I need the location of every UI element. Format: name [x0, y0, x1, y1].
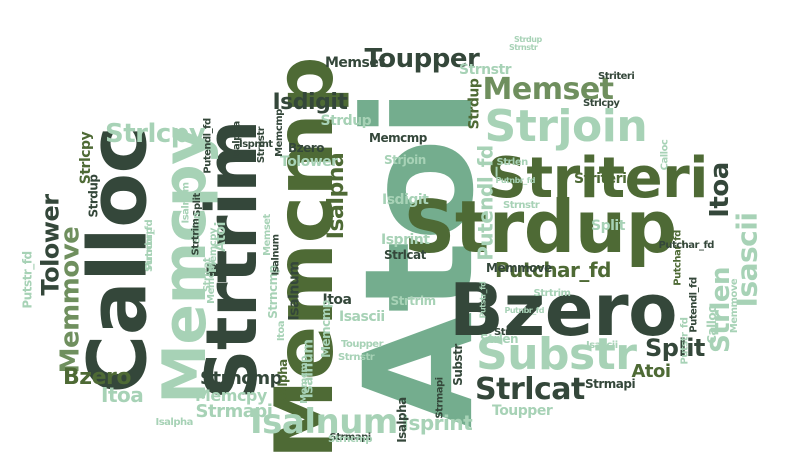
word-strncmp: Strncmp — [328, 434, 373, 445]
word-substr: Substr — [476, 329, 637, 380]
word-isalpha: Isalpha — [394, 397, 409, 443]
word-memmove: Memmove — [486, 261, 552, 275]
word-strlcpy: Strlcpy — [583, 98, 620, 109]
word-itoa: Itoa — [276, 320, 288, 342]
word-isalpha: Isalpha — [155, 417, 194, 428]
word-isdigit: Isdigit — [382, 192, 429, 208]
word-split: Split — [645, 334, 705, 362]
word-strlcat: Strlcat — [384, 248, 426, 262]
word-strdup: Strdup — [514, 35, 542, 44]
word-calloc: Calloc — [658, 139, 670, 171]
word-strdup: Strdup — [320, 113, 372, 129]
word-isdigit: Isdigit — [272, 90, 348, 115]
word-striteri: Striteri — [598, 71, 635, 82]
word-memset: Memset — [325, 55, 385, 71]
word-atoi: Atoi — [631, 361, 672, 382]
word-isalnum: Isalnum — [285, 261, 302, 321]
word-memcmp: Memcmp — [318, 300, 333, 358]
word-putendl-fd: Putendl_fd — [688, 277, 700, 333]
word-strtrim: Strtrim — [533, 288, 571, 299]
word-strncmp: Strncmp — [144, 227, 156, 273]
word-isascii: Isascii — [339, 309, 385, 325]
word-bzero: Bzero — [449, 268, 678, 352]
word-isascii: Isascii — [586, 340, 618, 351]
word-strlcat: Strlcat — [475, 372, 585, 407]
word-strnstr: Strnstr — [509, 43, 538, 52]
word-strnstr: Strnstr — [338, 352, 375, 363]
word-strjoin: Strjoin — [384, 153, 426, 167]
word-strdup: Strdup — [403, 185, 678, 269]
word-strlen: Strlen — [496, 157, 529, 168]
word-putstr-fd: Putstr_fd — [20, 251, 35, 309]
word-toupper: Toupper — [364, 44, 480, 74]
word-toupper: Toupper — [492, 403, 553, 419]
word-strjoin: Strjoin — [484, 101, 648, 152]
word-memcpy: Memcpy — [195, 386, 267, 405]
word-putchar-fd: Putchar_fd — [658, 240, 715, 251]
word-strtrim: Strtrim — [390, 294, 437, 308]
word-calloc: Calloc — [704, 306, 719, 344]
word-putstr-fd: Putstr_fd — [477, 281, 487, 319]
word-strlcpy: Strlcpy — [105, 119, 206, 149]
word-strnstr: Strnstr — [459, 62, 512, 78]
word-memmove: Memmove — [729, 278, 741, 334]
word-isprint: Isprint — [401, 411, 473, 435]
word-putchar-fd: Putchar_fd — [495, 258, 611, 282]
word-tolower: Tolower — [36, 194, 65, 296]
word-putnbr-fd: Putnbr_fd — [495, 176, 536, 185]
word-isalnum: Isalnum — [270, 234, 282, 276]
word-memcmp: Memcmp — [273, 109, 285, 157]
word-striteri: Striteri — [486, 146, 709, 211]
word-toupper: Toupper — [341, 339, 384, 350]
word-memcpy: Memcpy — [205, 260, 217, 304]
word-isalnum: Isalnum — [250, 402, 398, 442]
word-substr: Substr — [450, 344, 465, 386]
word-putendl-fd: Putendl_fd — [473, 145, 498, 261]
word-isalnum: Isalnum — [180, 182, 192, 224]
word-strmapi: Strmapi — [434, 377, 446, 419]
word-strlcat: Strlcat — [494, 327, 529, 338]
word-memcmp: Memcmp — [369, 131, 427, 145]
word-strnstr: Strnstr — [256, 126, 268, 164]
word-itoa: Itoa — [101, 383, 144, 407]
word-bzero: Bzero — [63, 365, 131, 390]
word-memset: Memset — [482, 72, 615, 107]
word-strnstr: Strnstr — [503, 200, 540, 211]
word-isprint: Isprint — [239, 139, 273, 150]
word-strncmp: Strncmp — [200, 368, 283, 389]
word-striteri: Striteri — [574, 171, 627, 187]
word-putchar-fd: Putchar_fd — [672, 230, 684, 286]
word-strtrim: Strtrim — [189, 218, 201, 256]
word-isprint: Isprint — [381, 232, 430, 248]
word-bzero: Bzero — [288, 141, 324, 155]
word-isalpha: Isalpha — [275, 359, 290, 405]
word-strmapi: Strmapi — [585, 377, 636, 391]
word-strdup: Strdup — [86, 174, 101, 218]
word-itoa: Itoa — [704, 162, 735, 218]
word-strmapi: Strmapi — [329, 432, 372, 443]
word-strdup: Strdup — [465, 78, 482, 130]
word-strlen: Strlen — [480, 332, 519, 346]
word-memcmp: Memcmp — [298, 356, 310, 404]
word-putendl-fd: Putendl_fd — [202, 118, 214, 174]
word-tolower: Tolower — [280, 154, 338, 170]
word-split: Split — [591, 218, 625, 234]
word-itoa: Itoa — [322, 292, 352, 308]
word-strmapi: Strmapi — [195, 401, 273, 422]
word-putnbr-fd: Putnbr_fd — [504, 306, 545, 315]
